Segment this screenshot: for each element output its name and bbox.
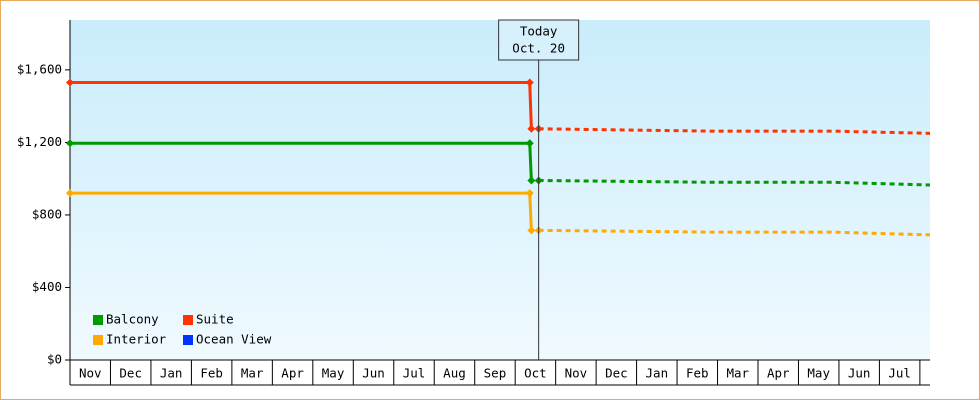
plot-area: [70, 20, 930, 360]
x-tick-label: Feb: [686, 366, 709, 381]
forecast-line: [538, 178, 931, 187]
price-marker: [66, 189, 74, 198]
x-tick-label: Mar: [241, 366, 264, 381]
price-marker: [527, 226, 536, 235]
price-marker: [525, 189, 534, 198]
y-tick-label: $1,600: [17, 61, 62, 76]
price-marker: [525, 139, 534, 148]
today-box: [498, 19, 580, 61]
y-tick-label: $800: [32, 206, 62, 221]
legend-label: Balcony: [106, 312, 159, 327]
y-tick-label: $1,200: [17, 134, 62, 149]
price-marker: [66, 139, 74, 148]
legend-swatch: [183, 315, 193, 325]
price-marker: [66, 78, 74, 87]
x-tick-label: Feb: [200, 366, 223, 381]
x-tick-label: Apr: [767, 366, 790, 381]
x-tick-label: Jul: [403, 366, 426, 381]
x-tick-label: Mar: [726, 366, 749, 381]
x-tick-label: Dec: [605, 366, 628, 381]
x-tick-label: Jan: [160, 366, 183, 381]
x-tick-label: Jan: [646, 366, 669, 381]
legend-label: Ocean View: [196, 332, 272, 347]
legend-swatch: [93, 315, 103, 325]
legend-label: Suite: [196, 312, 234, 327]
price-marker: [527, 124, 536, 133]
x-tick-label: May: [807, 366, 830, 381]
y-tick-label: $0: [47, 352, 62, 367]
y-tick-label: $400: [32, 279, 62, 294]
x-tick-label: Jun: [362, 366, 385, 381]
x-tick-label: Aug: [443, 366, 466, 381]
x-tick-label: Jul: [888, 366, 911, 381]
x-tick-label: Nov: [79, 366, 102, 381]
price-marker: [525, 78, 534, 87]
forecast-line: [538, 127, 931, 135]
legend-label: Interior: [106, 332, 167, 347]
today-label: Today: [520, 24, 558, 39]
legend-swatch: [93, 335, 103, 345]
today-date: Oct. 20: [512, 41, 565, 56]
x-tick-label: Dec: [119, 366, 142, 381]
price-marker: [527, 176, 536, 185]
x-tick-label: Sep: [484, 366, 507, 381]
x-tick-label: Oct: [524, 366, 547, 381]
forecast-line: [538, 228, 931, 237]
x-tick-label: Apr: [281, 366, 304, 381]
x-tick-label: Jun: [848, 366, 871, 381]
x-tick-label: May: [322, 366, 345, 381]
legend-swatch: [183, 335, 193, 345]
x-tick-label: Nov: [565, 366, 588, 381]
